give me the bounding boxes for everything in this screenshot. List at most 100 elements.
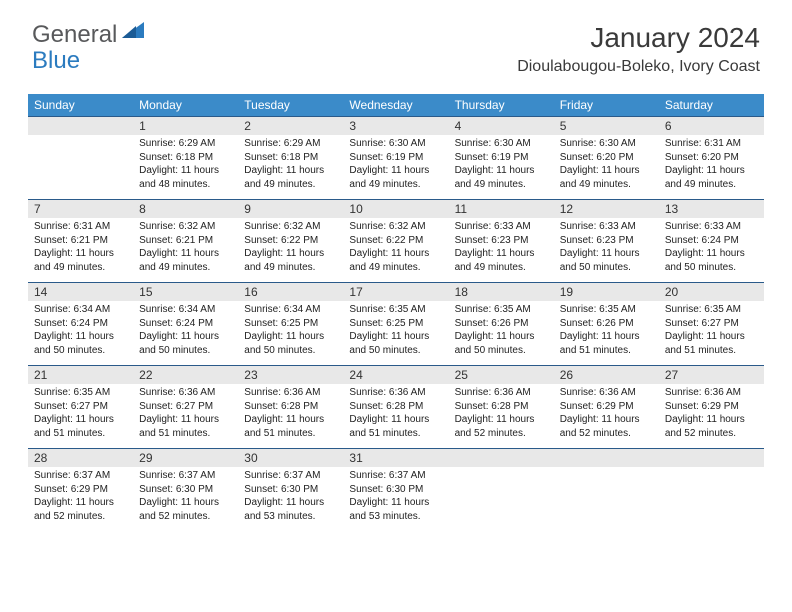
sunrise-line: Sunrise: 6:30 AM [560, 137, 653, 151]
calendar-body: 123456Sunrise: 6:29 AMSunset: 6:18 PMDay… [28, 117, 764, 532]
sunrise-line: Sunrise: 6:32 AM [349, 220, 442, 234]
info-row: Sunrise: 6:34 AMSunset: 6:24 PMDaylight:… [28, 301, 764, 366]
daylight-line: Daylight: 11 hours and 51 minutes. [244, 413, 337, 440]
sunrise-line: Sunrise: 6:36 AM [349, 386, 442, 400]
sunset-line: Sunset: 6:22 PM [349, 234, 442, 248]
day-number: 22 [133, 366, 238, 385]
sunset-line: Sunset: 6:24 PM [665, 234, 758, 248]
daylight-line: Daylight: 11 hours and 51 minutes. [665, 330, 758, 357]
info-row: Sunrise: 6:37 AMSunset: 6:29 PMDaylight:… [28, 467, 764, 531]
day-cell: Sunrise: 6:29 AMSunset: 6:18 PMDaylight:… [133, 135, 238, 200]
sunrise-line: Sunrise: 6:33 AM [455, 220, 548, 234]
day-number: 8 [133, 200, 238, 219]
day-cell: Sunrise: 6:36 AMSunset: 6:28 PMDaylight:… [343, 384, 448, 449]
sunrise-line: Sunrise: 6:30 AM [349, 137, 442, 151]
sunset-line: Sunset: 6:18 PM [139, 151, 232, 165]
day-number: 20 [659, 283, 764, 302]
sunset-line: Sunset: 6:19 PM [349, 151, 442, 165]
sunrise-line: Sunrise: 6:35 AM [560, 303, 653, 317]
sunset-line: Sunset: 6:24 PM [139, 317, 232, 331]
day-number [449, 449, 554, 468]
day-cell: Sunrise: 6:37 AMSunset: 6:30 PMDaylight:… [238, 467, 343, 531]
sunrise-line: Sunrise: 6:36 AM [139, 386, 232, 400]
header: General Blue January 2024 Dioulabougou-B… [0, 0, 792, 84]
day-cell: Sunrise: 6:36 AMSunset: 6:28 PMDaylight:… [449, 384, 554, 449]
daylight-line: Daylight: 11 hours and 52 minutes. [665, 413, 758, 440]
day-cell: Sunrise: 6:31 AMSunset: 6:20 PMDaylight:… [659, 135, 764, 200]
location: Dioulabougou-Boleko, Ivory Coast [517, 58, 760, 76]
day-number: 10 [343, 200, 448, 219]
daylight-line: Daylight: 11 hours and 48 minutes. [139, 164, 232, 191]
daylight-line: Daylight: 11 hours and 50 minutes. [349, 330, 442, 357]
sunset-line: Sunset: 6:27 PM [34, 400, 127, 414]
daylight-line: Daylight: 11 hours and 52 minutes. [455, 413, 548, 440]
sunrise-line: Sunrise: 6:29 AM [244, 137, 337, 151]
day-cell: Sunrise: 6:33 AMSunset: 6:23 PMDaylight:… [449, 218, 554, 283]
day-cell: Sunrise: 6:37 AMSunset: 6:30 PMDaylight:… [343, 467, 448, 531]
calendar-table: Sunday Monday Tuesday Wednesday Thursday… [28, 94, 764, 531]
day-cell: Sunrise: 6:30 AMSunset: 6:20 PMDaylight:… [554, 135, 659, 200]
sunrise-line: Sunrise: 6:34 AM [34, 303, 127, 317]
day-cell: Sunrise: 6:36 AMSunset: 6:27 PMDaylight:… [133, 384, 238, 449]
sunrise-line: Sunrise: 6:32 AM [244, 220, 337, 234]
sunrise-line: Sunrise: 6:30 AM [455, 137, 548, 151]
daylight-line: Daylight: 11 hours and 51 minutes. [349, 413, 442, 440]
day-number [28, 117, 133, 136]
day-number: 18 [449, 283, 554, 302]
dayhead-wed: Wednesday [343, 94, 448, 117]
day-cell: Sunrise: 6:35 AMSunset: 6:26 PMDaylight:… [449, 301, 554, 366]
daylight-line: Daylight: 11 hours and 50 minutes. [665, 247, 758, 274]
day-number: 14 [28, 283, 133, 302]
day-number: 28 [28, 449, 133, 468]
daylight-line: Daylight: 11 hours and 50 minutes. [139, 330, 232, 357]
sunset-line: Sunset: 6:23 PM [560, 234, 653, 248]
day-number: 6 [659, 117, 764, 136]
daynum-row: 123456 [28, 117, 764, 136]
day-number: 19 [554, 283, 659, 302]
daylight-line: Daylight: 11 hours and 50 minutes. [244, 330, 337, 357]
sunrise-line: Sunrise: 6:34 AM [244, 303, 337, 317]
sunset-line: Sunset: 6:28 PM [455, 400, 548, 414]
day-cell: Sunrise: 6:36 AMSunset: 6:28 PMDaylight:… [238, 384, 343, 449]
daylight-line: Daylight: 11 hours and 49 minutes. [665, 164, 758, 191]
day-cell: Sunrise: 6:37 AMSunset: 6:29 PMDaylight:… [28, 467, 133, 531]
daylight-line: Daylight: 11 hours and 50 minutes. [34, 330, 127, 357]
day-number: 27 [659, 366, 764, 385]
logo-text: General Blue [32, 22, 144, 75]
day-cell: Sunrise: 6:34 AMSunset: 6:24 PMDaylight:… [28, 301, 133, 366]
sunrise-line: Sunrise: 6:36 AM [244, 386, 337, 400]
daylight-line: Daylight: 11 hours and 51 minutes. [560, 330, 653, 357]
day-cell [449, 467, 554, 531]
logo-general: General [32, 21, 117, 48]
day-number: 5 [554, 117, 659, 136]
sunrise-line: Sunrise: 6:37 AM [244, 469, 337, 483]
daylight-line: Daylight: 11 hours and 50 minutes. [560, 247, 653, 274]
day-number: 12 [554, 200, 659, 219]
logo-blue: Blue [32, 47, 80, 74]
sunrise-line: Sunrise: 6:35 AM [665, 303, 758, 317]
sunrise-line: Sunrise: 6:33 AM [560, 220, 653, 234]
info-row: Sunrise: 6:35 AMSunset: 6:27 PMDaylight:… [28, 384, 764, 449]
day-cell: Sunrise: 6:35 AMSunset: 6:26 PMDaylight:… [554, 301, 659, 366]
day-cell: Sunrise: 6:29 AMSunset: 6:18 PMDaylight:… [238, 135, 343, 200]
sunset-line: Sunset: 6:26 PM [560, 317, 653, 331]
sunrise-line: Sunrise: 6:31 AM [34, 220, 127, 234]
day-cell: Sunrise: 6:35 AMSunset: 6:27 PMDaylight:… [28, 384, 133, 449]
dayhead-mon: Monday [133, 94, 238, 117]
day-number: 15 [133, 283, 238, 302]
sunrise-line: Sunrise: 6:35 AM [349, 303, 442, 317]
sunrise-line: Sunrise: 6:36 AM [665, 386, 758, 400]
day-number: 1 [133, 117, 238, 136]
dayhead-fri: Friday [554, 94, 659, 117]
sunset-line: Sunset: 6:22 PM [244, 234, 337, 248]
sunset-line: Sunset: 6:30 PM [244, 483, 337, 497]
dayhead-sat: Saturday [659, 94, 764, 117]
sunset-line: Sunset: 6:19 PM [455, 151, 548, 165]
sunset-line: Sunset: 6:20 PM [665, 151, 758, 165]
day-cell [554, 467, 659, 531]
day-number: 23 [238, 366, 343, 385]
daylight-line: Daylight: 11 hours and 51 minutes. [34, 413, 127, 440]
sunrise-line: Sunrise: 6:29 AM [139, 137, 232, 151]
day-cell: Sunrise: 6:31 AMSunset: 6:21 PMDaylight:… [28, 218, 133, 283]
logo: General Blue [32, 22, 144, 75]
